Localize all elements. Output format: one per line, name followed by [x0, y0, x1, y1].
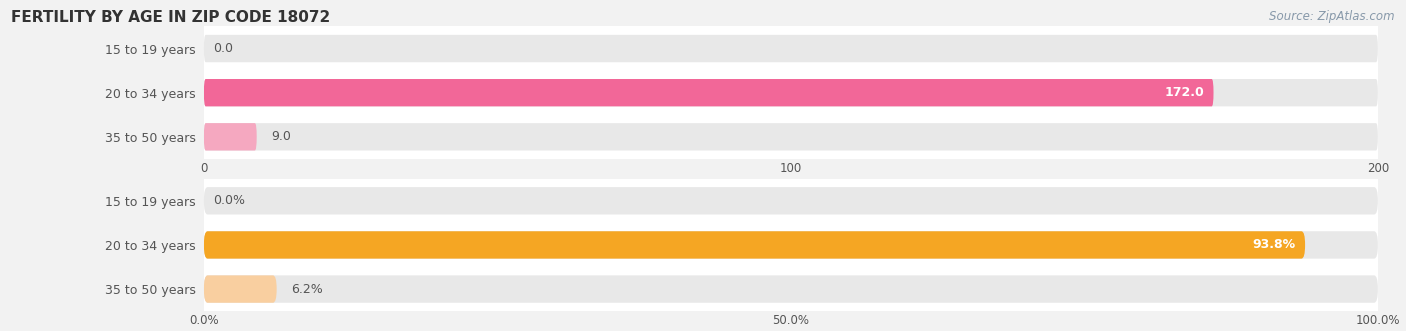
FancyBboxPatch shape	[204, 187, 1378, 214]
Text: 9.0: 9.0	[271, 130, 291, 143]
FancyBboxPatch shape	[204, 231, 1378, 259]
Text: 0.0%: 0.0%	[214, 194, 245, 207]
Text: 93.8%: 93.8%	[1253, 238, 1296, 252]
FancyBboxPatch shape	[204, 79, 1378, 106]
FancyBboxPatch shape	[204, 35, 1378, 62]
FancyBboxPatch shape	[204, 275, 1378, 303]
Text: 172.0: 172.0	[1164, 86, 1204, 99]
FancyBboxPatch shape	[204, 231, 1305, 259]
Text: FERTILITY BY AGE IN ZIP CODE 18072: FERTILITY BY AGE IN ZIP CODE 18072	[11, 10, 330, 25]
Text: 6.2%: 6.2%	[291, 283, 322, 296]
Text: Source: ZipAtlas.com: Source: ZipAtlas.com	[1270, 10, 1395, 23]
FancyBboxPatch shape	[204, 123, 1378, 151]
FancyBboxPatch shape	[204, 79, 1213, 106]
FancyBboxPatch shape	[204, 275, 277, 303]
Text: 0.0: 0.0	[214, 42, 233, 55]
FancyBboxPatch shape	[204, 123, 257, 151]
